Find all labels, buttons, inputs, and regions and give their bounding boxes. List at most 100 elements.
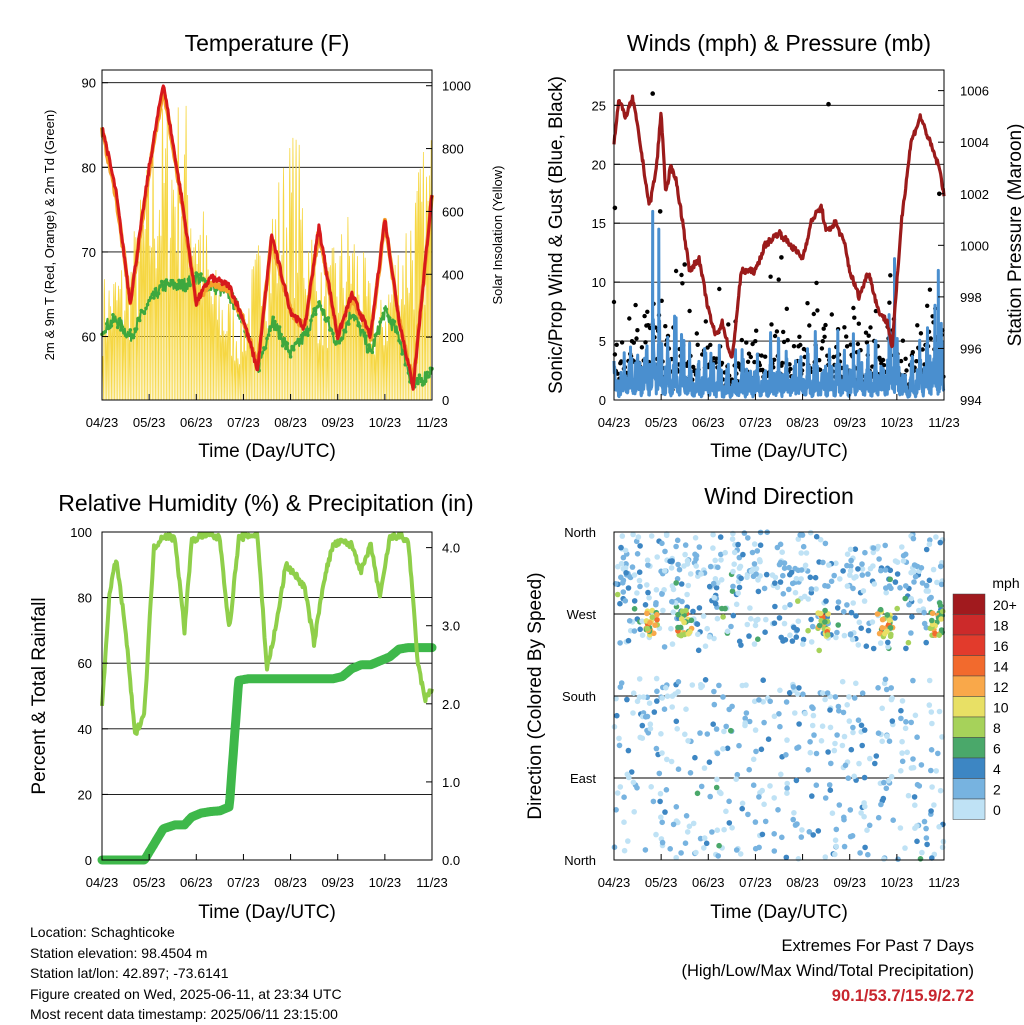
dewpoint-point bbox=[131, 335, 136, 340]
direction-point bbox=[793, 634, 800, 640]
direction-point bbox=[933, 768, 939, 774]
direction-point bbox=[739, 805, 745, 812]
direction-point bbox=[717, 534, 724, 540]
direction-point bbox=[786, 690, 793, 696]
direction-point bbox=[625, 747, 632, 754]
direction-point bbox=[779, 549, 785, 555]
dewpoint-point bbox=[147, 298, 151, 303]
direction-point bbox=[840, 709, 847, 716]
direction-point bbox=[908, 719, 914, 726]
direction-point bbox=[794, 627, 800, 633]
direction-point bbox=[729, 825, 735, 831]
direction-point bbox=[755, 636, 761, 642]
direction-point bbox=[683, 813, 690, 819]
direction-point bbox=[906, 601, 912, 608]
direction-point bbox=[687, 770, 694, 776]
direction-point bbox=[877, 606, 884, 613]
direction-point bbox=[930, 566, 937, 573]
direction-point bbox=[742, 715, 748, 722]
direction-point bbox=[793, 575, 800, 582]
direction-point bbox=[800, 543, 807, 550]
gust-point bbox=[752, 359, 757, 365]
direction-point bbox=[836, 802, 843, 808]
gust-point bbox=[910, 350, 915, 355]
gust-point bbox=[868, 325, 873, 330]
humidity-xtick-label: 04/23 bbox=[86, 875, 119, 890]
direction-point bbox=[688, 617, 695, 624]
station-elevation: Station elevation: 98.4504 m bbox=[30, 944, 208, 961]
direction-point bbox=[897, 585, 903, 591]
direction-point bbox=[674, 537, 681, 544]
direction-point bbox=[844, 602, 850, 608]
gust-point bbox=[842, 325, 847, 330]
gust-point bbox=[679, 272, 684, 278]
gust-point bbox=[817, 367, 823, 372]
direction-point bbox=[765, 736, 772, 742]
dewpoint-point bbox=[164, 278, 169, 282]
direction-point bbox=[749, 549, 756, 556]
temperature-xtick-label: 07/23 bbox=[227, 415, 260, 430]
direction-point bbox=[888, 685, 894, 691]
direction-point bbox=[669, 641, 676, 647]
direction-point bbox=[714, 615, 721, 622]
direction-point bbox=[837, 576, 843, 582]
direction-point bbox=[809, 722, 816, 729]
direction-point bbox=[656, 770, 663, 777]
direction-point bbox=[886, 617, 893, 624]
direction-point bbox=[675, 561, 681, 568]
direction-point bbox=[851, 773, 857, 780]
direction-point bbox=[751, 541, 758, 547]
direction-point bbox=[682, 542, 689, 548]
direction-point bbox=[675, 819, 681, 826]
direction-point bbox=[859, 690, 866, 696]
temperature-ticks: 60 70 80 90 0 200 400 600 800 1000 04/23 05/23 06/23… bbox=[82, 76, 471, 430]
direction-point bbox=[633, 538, 640, 545]
direction-point bbox=[784, 790, 790, 796]
direction-point bbox=[756, 794, 762, 800]
humidity-panel: Relative Humidity (%) & Precipitation (i… bbox=[29, 490, 474, 923]
direction-point bbox=[848, 609, 855, 616]
direction-point bbox=[684, 829, 691, 835]
winds-y2tick-label: 1004 bbox=[960, 135, 989, 150]
direction-point bbox=[861, 598, 868, 604]
direction-point bbox=[706, 634, 713, 640]
pressure-series bbox=[612, 94, 946, 359]
direction-point bbox=[657, 790, 664, 797]
direction-point bbox=[898, 768, 904, 774]
direction-point bbox=[845, 775, 852, 781]
direction-point bbox=[710, 531, 716, 538]
direction-point bbox=[755, 616, 761, 623]
direction-point bbox=[894, 605, 900, 612]
gust-point bbox=[687, 308, 692, 314]
gust-point bbox=[642, 313, 647, 319]
direction-point bbox=[750, 573, 757, 580]
direction-point bbox=[659, 540, 665, 547]
direction-point bbox=[890, 817, 896, 823]
direction-point bbox=[617, 784, 624, 790]
winds-xtick-label: 07/23 bbox=[739, 415, 772, 430]
gust-point bbox=[863, 330, 869, 335]
direction-point bbox=[682, 731, 688, 738]
gust-point bbox=[888, 273, 893, 278]
direction-point bbox=[772, 603, 778, 610]
direction-point bbox=[926, 541, 933, 548]
direction-point bbox=[839, 678, 846, 685]
direction-point bbox=[918, 762, 925, 768]
winds-y2tick-label: 1006 bbox=[960, 84, 989, 99]
direction-point bbox=[928, 808, 934, 814]
direction-point bbox=[828, 760, 834, 767]
wind-direction-xtick-label: 06/23 bbox=[692, 875, 725, 890]
direction-point bbox=[740, 551, 746, 558]
gust-point bbox=[904, 368, 909, 373]
winds-ytick-label: 20 bbox=[592, 157, 606, 172]
dewpoint-point bbox=[109, 324, 114, 328]
direction-point bbox=[644, 557, 651, 563]
direction-point bbox=[664, 693, 671, 699]
direction-point bbox=[702, 677, 709, 683]
direction-point bbox=[899, 698, 906, 704]
direction-point bbox=[626, 618, 633, 624]
direction-point bbox=[646, 700, 653, 706]
direction-point bbox=[861, 727, 868, 733]
direction-point bbox=[911, 579, 917, 585]
